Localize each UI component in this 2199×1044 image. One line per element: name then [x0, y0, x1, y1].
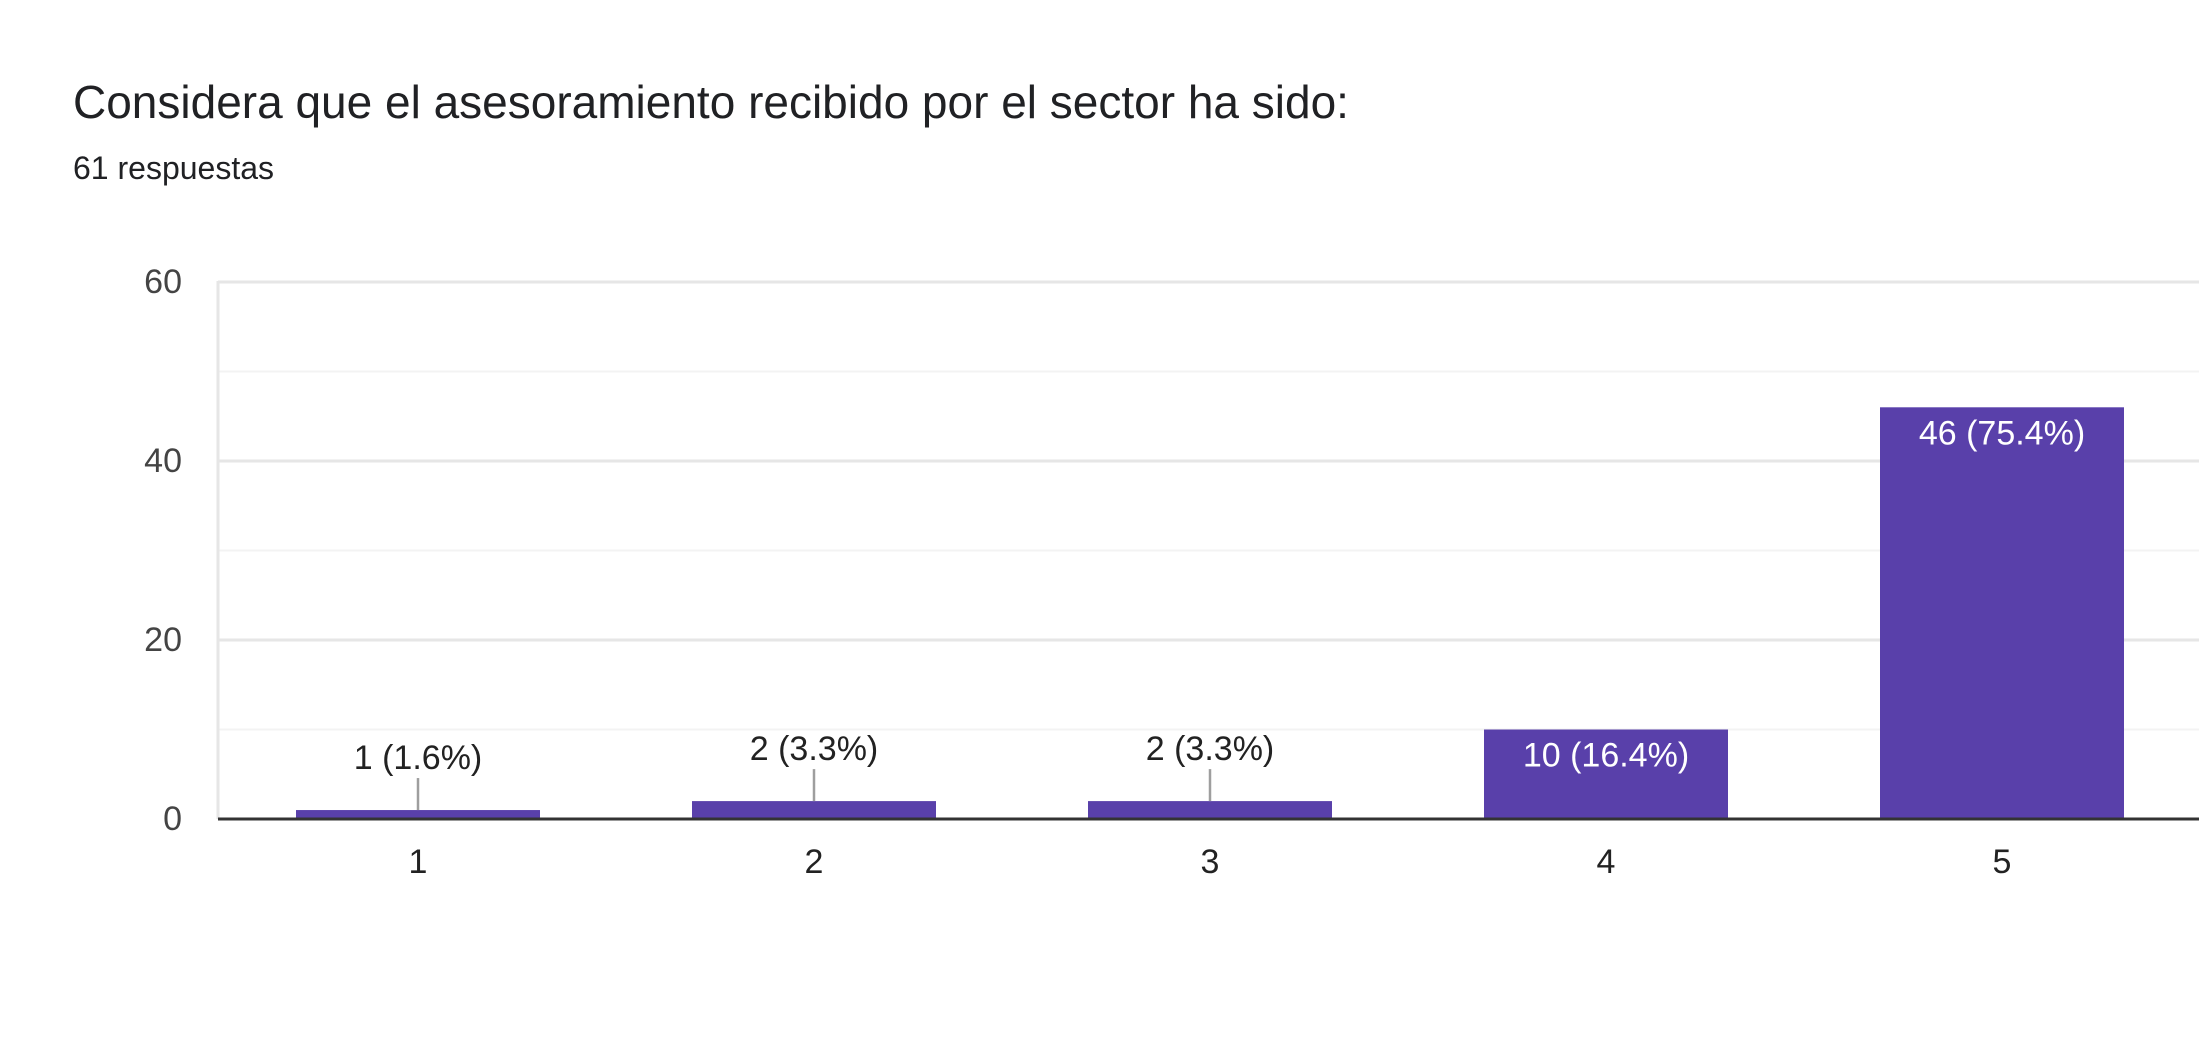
- data-label: 2 (3.3%): [750, 730, 879, 768]
- response-count: 61 respuestas: [73, 150, 275, 186]
- data-label: 10 (16.4%): [1523, 737, 1689, 775]
- y-axis-ticks: 0 20 40 60: [144, 263, 182, 838]
- bar-1: [296, 810, 540, 819]
- x-tick-label: 3: [1201, 843, 1220, 881]
- data-label: 46 (75.4%): [1919, 414, 2085, 452]
- chart-title: Considera que el asesoramiento recibido …: [73, 76, 1349, 128]
- x-tick-label: 4: [1597, 843, 1616, 881]
- y-tick-label: 40: [144, 442, 182, 480]
- x-tick-label: 5: [1993, 843, 2012, 881]
- y-tick-label: 60: [144, 263, 182, 301]
- bar-3: [1088, 801, 1332, 819]
- y-tick-label: 20: [144, 621, 182, 659]
- bar-5: [1880, 407, 2124, 819]
- data-label: 2 (3.3%): [1146, 730, 1275, 768]
- y-tick-label: 0: [163, 800, 182, 838]
- bar-4: [1484, 729, 1728, 819]
- data-labels: 1 (1.6%) 2 (3.3%) 2 (3.3%) 10 (16.4%) 46 (75…: [354, 414, 2085, 811]
- gridlines: [216, 280, 2199, 819]
- x-tick-label: 1: [409, 843, 428, 881]
- bar-2: [692, 801, 936, 819]
- data-label: 1 (1.6%): [354, 739, 483, 777]
- bars: [296, 407, 2124, 819]
- x-tick-label: 2: [805, 843, 824, 881]
- x-axis-ticks: 1 2 3 4 5: [409, 843, 2012, 881]
